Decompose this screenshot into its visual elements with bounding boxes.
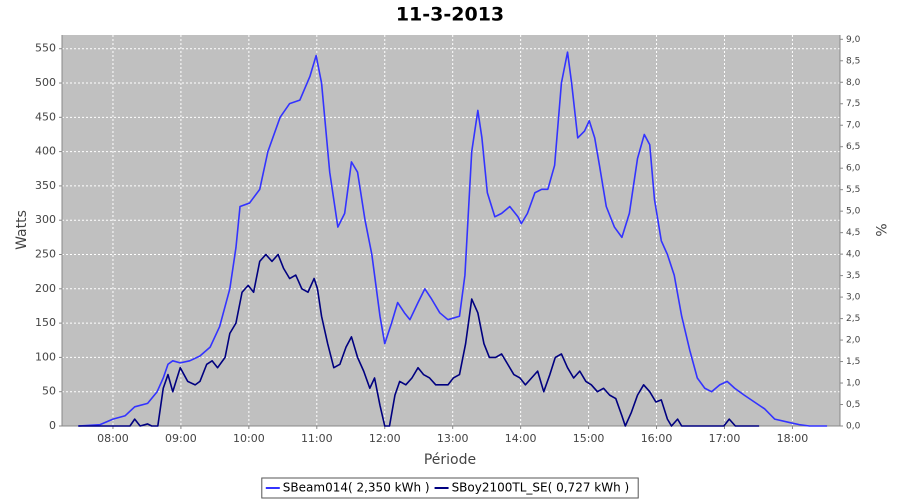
- y-tick-label: 500: [35, 76, 56, 89]
- y2-tick-label: 4,5: [846, 228, 860, 238]
- y2-tick-label: 1,0: [846, 379, 861, 389]
- y-tick-label: 250: [35, 248, 56, 261]
- y2-tick-label: 4,0: [846, 250, 861, 260]
- y2-tick-label: 8,0: [846, 78, 861, 88]
- y-tick-label: 100: [35, 350, 56, 363]
- x-tick-label: 15:00: [573, 432, 605, 445]
- y-tick-label: 450: [35, 110, 56, 123]
- series-line: [78, 253, 760, 427]
- series-line: [78, 51, 828, 427]
- legend-label: SBoy2100TL_SE( 0,727 kWh ): [452, 481, 630, 495]
- plot-background: [62, 35, 840, 426]
- y2-tick-label: 2,0: [846, 336, 861, 346]
- y2-tick-label: 9,0: [846, 35, 861, 45]
- legend-box: [261, 477, 639, 499]
- y2-tick-label: 0,0: [846, 422, 861, 432]
- y-tick-label: 300: [35, 213, 56, 226]
- y-tick-label: 550: [35, 42, 56, 55]
- y-tick-label: 150: [35, 316, 56, 329]
- y2-tick-label: 7,5: [846, 99, 860, 109]
- y2-axis-label: %: [872, 223, 888, 236]
- legend-label: SBeam014( 2,350 kWh ): [283, 481, 430, 495]
- y-axis-label: Watts: [14, 210, 30, 250]
- x-tick-label: 17:00: [709, 432, 741, 445]
- x-tick-label: 16:00: [641, 432, 673, 445]
- x-tick-label: 10:00: [233, 432, 265, 445]
- x-tick-label: 12:00: [369, 432, 401, 445]
- y-tick-label: 0: [49, 419, 56, 432]
- y-tick-label: 200: [35, 282, 56, 295]
- y2-tick-label: 0,5: [846, 400, 860, 410]
- y2-tick-label: 5,0: [846, 207, 861, 217]
- x-tick-label: 13:00: [437, 432, 469, 445]
- y-tick-label: 50: [42, 385, 56, 398]
- x-tick-label: 18:00: [777, 432, 809, 445]
- x-tick-label: 09:00: [165, 432, 197, 445]
- y2-tick-label: 1,5: [846, 357, 860, 367]
- y2-tick-label: 6,5: [846, 142, 860, 152]
- x-axis-label: Période: [424, 452, 476, 468]
- y2-tick-label: 2,5: [846, 314, 860, 324]
- y2-tick-label: 5,5: [846, 185, 860, 195]
- y-tick-label: 400: [35, 145, 56, 158]
- x-tick-label: 11:00: [301, 432, 333, 445]
- x-tick-label: 14:00: [505, 432, 537, 445]
- y2-tick-label: 6,0: [846, 164, 861, 174]
- y2-tick-label: 8,5: [846, 56, 860, 66]
- chart-title: 11-3-2013: [396, 4, 504, 26]
- x-tick-label: 08:00: [97, 432, 129, 445]
- legend: SBeam014( 2,350 kWh ) SBoy2100TL_SE( 0,72…: [261, 477, 639, 499]
- y2-tick-label: 7,0: [846, 121, 861, 131]
- y-tick-label: 350: [35, 179, 56, 192]
- y2-tick-label: 3,0: [846, 293, 861, 303]
- y2-tick-label: 3,5: [846, 271, 860, 281]
